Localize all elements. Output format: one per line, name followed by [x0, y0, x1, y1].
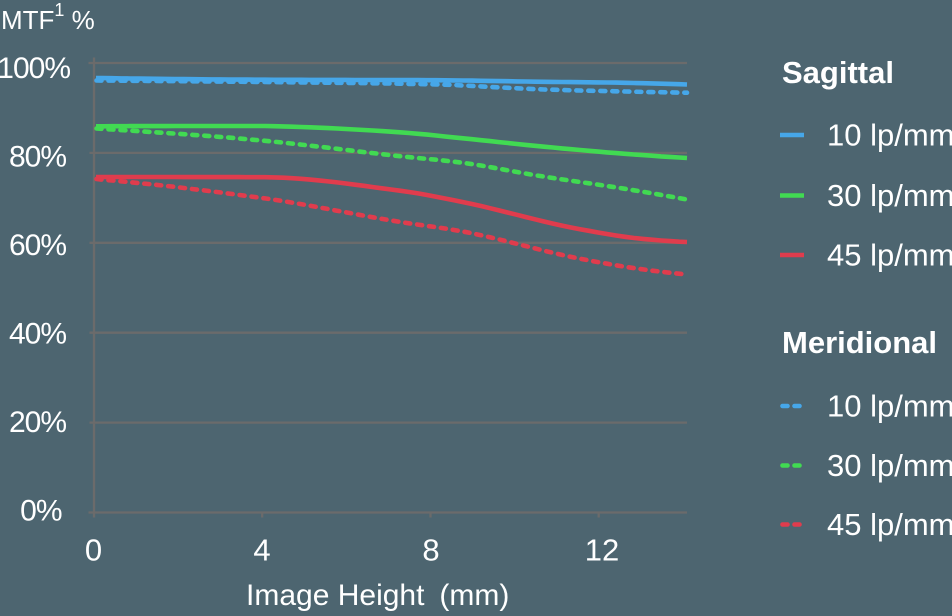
svg-text:Sagittal: Sagittal [782, 55, 894, 90]
svg-text:0%: 0% [20, 495, 62, 528]
svg-text:60%: 60% [9, 229, 66, 262]
svg-text:10 lp/mm: 10 lp/mm [827, 389, 952, 424]
svg-text:Meridional: Meridional [782, 325, 937, 360]
svg-text:40%: 40% [9, 318, 66, 351]
svg-text:20%: 20% [9, 406, 66, 439]
svg-text:30 lp/mm: 30 lp/mm [827, 178, 952, 213]
svg-text:4: 4 [253, 533, 270, 568]
svg-text:12: 12 [585, 533, 619, 568]
svg-text:80%: 80% [9, 141, 66, 174]
svg-text:45 lp/mm: 45 lp/mm [827, 238, 952, 273]
svg-text:MTF1 %: MTF1 % [1, 0, 95, 35]
svg-text:0: 0 [85, 533, 102, 568]
svg-text:10 lp/mm: 10 lp/mm [827, 118, 952, 153]
svg-text:8: 8 [422, 533, 439, 568]
svg-text:30 lp/mm: 30 lp/mm [827, 448, 952, 483]
svg-text:Image Height (mm): Image Height (mm) [246, 579, 509, 612]
svg-text:100%: 100% [0, 52, 70, 85]
svg-text:45 lp/mm: 45 lp/mm [827, 507, 952, 542]
